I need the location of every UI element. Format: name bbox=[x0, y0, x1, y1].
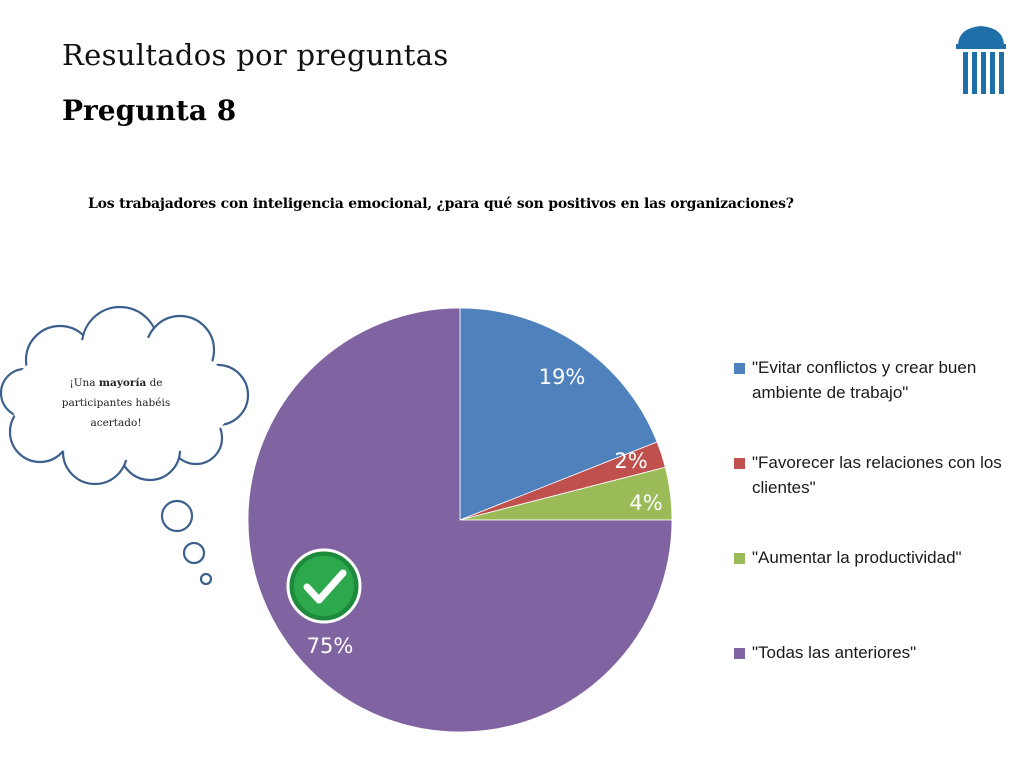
legend-item: "Favorecer las relaciones con los client… bbox=[734, 450, 1007, 500]
pie-slice-4 bbox=[247, 307, 673, 733]
pie-data-label: 4% bbox=[629, 491, 662, 515]
legend-swatch bbox=[734, 458, 745, 469]
column-building-icon bbox=[956, 26, 1006, 94]
legend-label: "Evitar conflictos y crear buen ambiente… bbox=[752, 358, 977, 402]
page-title: Resultados por preguntas bbox=[62, 38, 449, 72]
pie-data-label: 75% bbox=[307, 634, 354, 658]
legend-item: "Todas las anteriores" bbox=[734, 640, 1007, 665]
legend-label: "Favorecer las relaciones con los client… bbox=[752, 453, 1002, 497]
thought-cloud-icon bbox=[0, 305, 250, 586]
checkmark-badge-icon bbox=[286, 548, 362, 624]
pie-chart: 19% 2% 4% 75% bbox=[247, 307, 673, 733]
legend-item: "Evitar conflictos y crear buen ambiente… bbox=[734, 355, 1007, 405]
legend-label: "Aumentar la productividad" bbox=[752, 548, 962, 567]
legend-label: "Todas las anteriores" bbox=[752, 643, 917, 662]
legend-item: "Aumentar la productividad" bbox=[734, 545, 1007, 570]
pie-data-label: 2% bbox=[614, 449, 647, 473]
callout-text: ¡Una mayoría de participantes habéis ace… bbox=[61, 377, 171, 429]
legend-swatch bbox=[734, 363, 745, 374]
pie-slice-1 bbox=[459, 307, 658, 521]
legend-swatch bbox=[734, 553, 745, 564]
pie-data-label: 19% bbox=[539, 365, 586, 389]
legend-swatch bbox=[734, 648, 745, 659]
question-number: Pregunta 8 bbox=[62, 94, 237, 127]
question-text: Los trabajadores con inteligencia emocio… bbox=[88, 196, 794, 212]
